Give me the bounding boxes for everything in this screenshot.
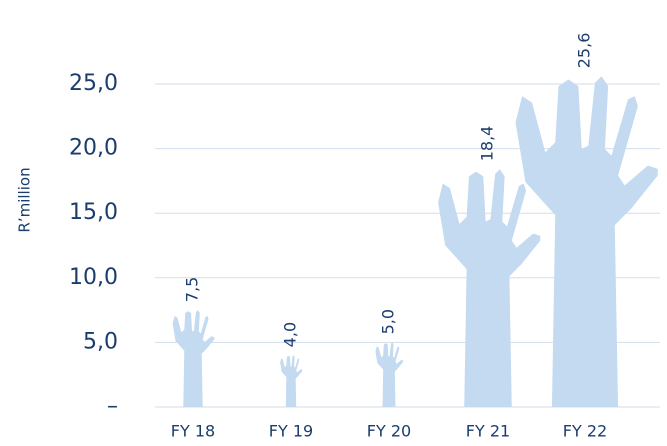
y-tick-label: 20,0 bbox=[69, 136, 118, 161]
value-label: 4,0 bbox=[281, 322, 300, 347]
value-label: 7,5 bbox=[183, 277, 202, 302]
x-tick-label: FY 20 bbox=[367, 422, 411, 441]
y-tick-label: 5,0 bbox=[83, 329, 118, 354]
value-label: 25,6 bbox=[575, 33, 594, 69]
y-tick-label: 10,0 bbox=[69, 265, 118, 290]
y-tick-label: – bbox=[107, 394, 118, 419]
hand-bar bbox=[172, 310, 215, 407]
hand-bar bbox=[375, 342, 404, 407]
y-tick-label: 25,0 bbox=[69, 71, 118, 96]
y-tick-label: 15,0 bbox=[69, 200, 118, 225]
value-label: 5,0 bbox=[379, 309, 398, 334]
value-label: 18,4 bbox=[478, 126, 497, 162]
x-tick-label: FY 18 bbox=[171, 422, 215, 441]
y-axis-title: R’million bbox=[16, 167, 34, 232]
x-tick-label: FY 22 bbox=[563, 422, 607, 441]
x-tick-label: FY 19 bbox=[269, 422, 313, 441]
x-tick-label: FY 21 bbox=[466, 422, 510, 441]
hand-bar bbox=[438, 169, 541, 407]
hand-bar bbox=[515, 76, 658, 407]
hand-bar bbox=[280, 355, 303, 407]
